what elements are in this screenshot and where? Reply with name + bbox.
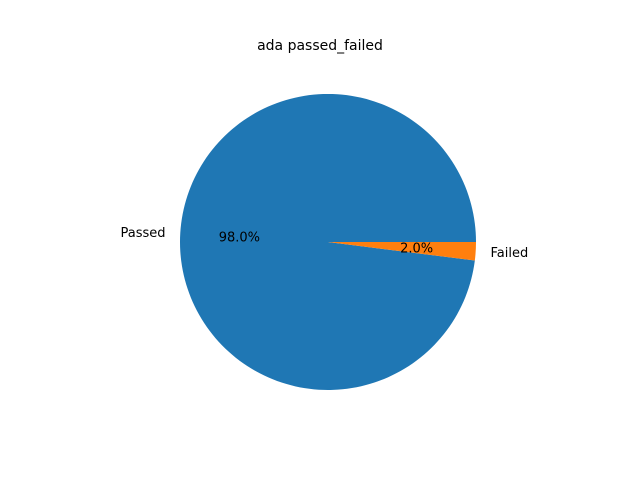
slice-pct-label-passed: 98.0%: [219, 230, 260, 245]
pie-slice-failed: [328, 242, 476, 261]
chart-title: ada passed_failed: [257, 38, 383, 54]
slice-label-failed: Failed: [491, 246, 529, 261]
pie-labels: Passed 98.0% Failed 2.0%: [120, 226, 528, 261]
slice-label-passed: Passed: [120, 226, 165, 241]
pie-slices: [180, 93, 476, 390]
pie-slice-passed: [180, 93, 476, 390]
slice-pct-label-failed: 2.0%: [400, 242, 433, 257]
